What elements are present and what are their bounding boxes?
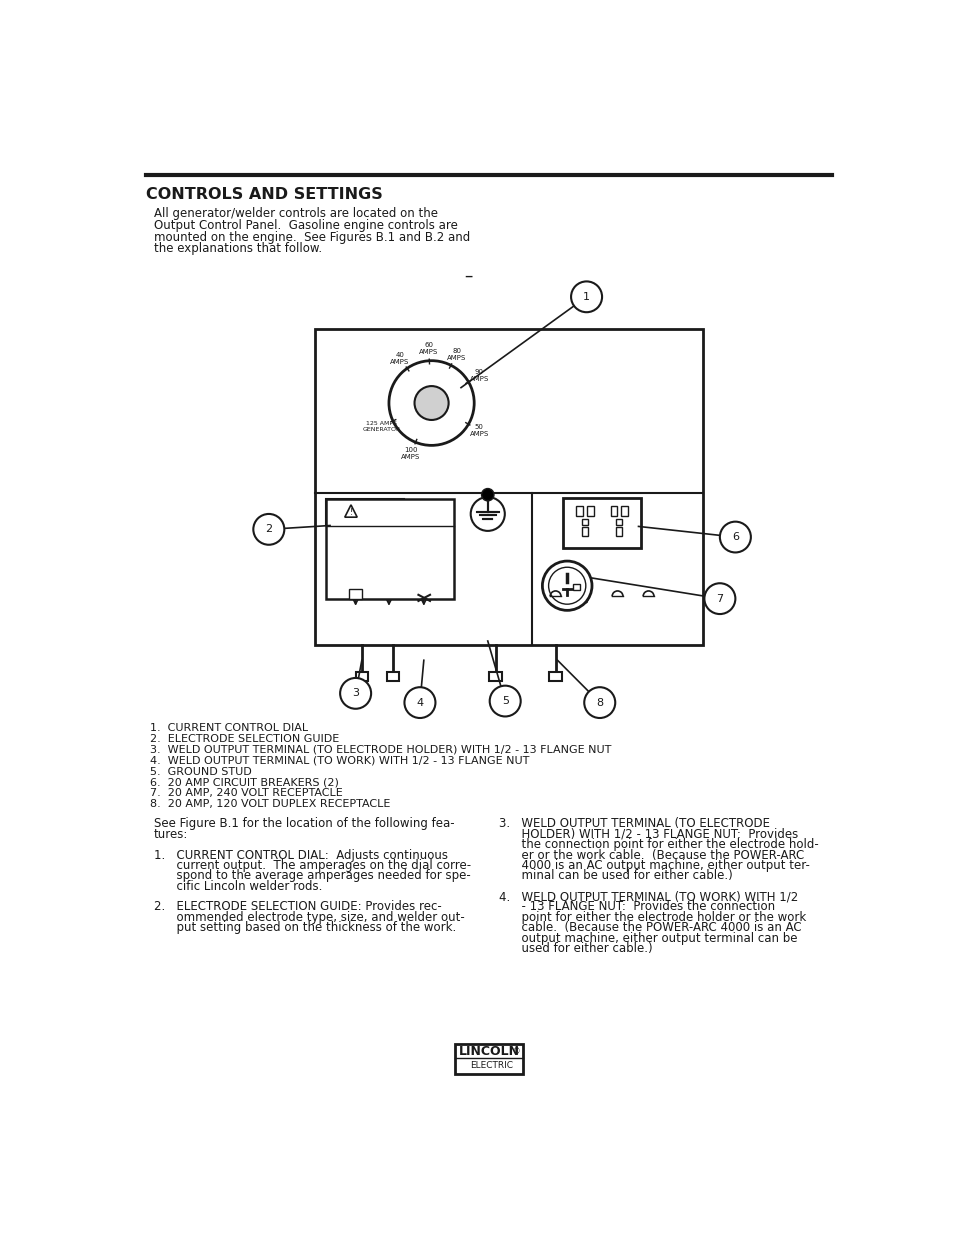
Text: !: !	[349, 508, 353, 517]
Text: 6: 6	[731, 532, 739, 542]
Text: 3.   WELD OUTPUT TERMINAL (TO ELECTRODE: 3. WELD OUTPUT TERMINAL (TO ELECTRODE	[498, 818, 769, 830]
Text: 40
AMPS: 40 AMPS	[390, 352, 409, 364]
Text: 4.  WELD OUTPUT TERMINAL (TO WORK) WITH 1/2 - 13 FLANGE NUT: 4. WELD OUTPUT TERMINAL (TO WORK) WITH 1…	[150, 756, 529, 766]
Bar	[576, 505, 582, 516]
Text: 5.  GROUND STUD: 5. GROUND STUD	[150, 767, 252, 777]
Text: 1.   CURRENT CONTROL DIAL:  Adjusts continuous: 1. CURRENT CONTROL DIAL: Adjusts continu…	[154, 848, 448, 862]
Circle shape	[703, 583, 735, 614]
Text: 2.   ELECTRODE SELECTION GUIDE: Provides rec-: 2. ELECTRODE SELECTION GUIDE: Provides r…	[154, 900, 441, 914]
Bar	[587, 505, 593, 516]
Text: All generator/welder controls are located on the: All generator/welder controls are locate…	[154, 207, 437, 221]
Bar	[455, 1045, 522, 1073]
Circle shape	[542, 561, 592, 610]
Text: 7.  20 AMP, 240 VOLT RECEPTACLE: 7. 20 AMP, 240 VOLT RECEPTACLE	[150, 788, 343, 798]
Circle shape	[340, 678, 371, 709]
Polygon shape	[344, 505, 356, 517]
Text: ommended electrode type, size, and welder out-: ommended electrode type, size, and welde…	[154, 911, 464, 924]
Text: point for either the electrode holder or the work: point for either the electrode holder or…	[498, 911, 805, 924]
Text: er or the work cable.  (Because the POWER-ARC: er or the work cable. (Because the POWER…	[498, 848, 803, 862]
Circle shape	[253, 514, 284, 545]
Bar	[386, 672, 398, 680]
Text: CONTROLS AND SETTINGS: CONTROLS AND SETTINGS	[146, 186, 383, 201]
Text: 50
AMPS: 50 AMPS	[469, 424, 488, 437]
Text: –: –	[463, 267, 472, 284]
Bar	[315, 330, 702, 645]
Text: the connection point for either the electrode hold-: the connection point for either the elec…	[498, 839, 818, 851]
Circle shape	[548, 567, 585, 604]
Bar	[581, 519, 587, 525]
Bar	[326, 499, 454, 599]
Text: 7: 7	[716, 594, 722, 604]
Bar	[620, 505, 627, 516]
Text: Output Control Panel.  Gasoline engine controls are: Output Control Panel. Gasoline engine co…	[154, 219, 457, 232]
Text: mounted on the engine.  See Figures B.1 and B.2 and: mounted on the engine. See Figures B.1 a…	[154, 231, 470, 243]
Bar	[349, 589, 361, 599]
Circle shape	[470, 496, 504, 531]
Circle shape	[415, 387, 448, 420]
Circle shape	[404, 687, 435, 718]
Circle shape	[583, 687, 615, 718]
Text: 80
AMPS: 80 AMPS	[446, 348, 466, 361]
Text: See Figure B.1 for the location of the following fea-: See Figure B.1 for the location of the f…	[154, 818, 455, 830]
Text: 2: 2	[265, 525, 273, 535]
Circle shape	[489, 685, 520, 716]
Bar	[610, 505, 617, 516]
Text: 2.  ELECTRODE SELECTION GUIDE: 2. ELECTRODE SELECTION GUIDE	[150, 734, 339, 745]
Circle shape	[720, 521, 750, 552]
Text: ELECTRIC: ELECTRIC	[470, 1061, 513, 1070]
Circle shape	[481, 489, 494, 501]
Text: minal can be used for either cable.): minal can be used for either cable.)	[498, 869, 732, 882]
Bar	[573, 584, 579, 590]
Text: the explanations that follow.: the explanations that follow.	[154, 242, 322, 256]
Bar	[355, 672, 368, 680]
Text: output machine, either output terminal can be: output machine, either output terminal c…	[498, 931, 797, 945]
Text: 90
AMPS: 90 AMPS	[469, 369, 488, 382]
Text: used for either cable.): used for either cable.)	[498, 942, 652, 955]
Text: spond to the average amperages needed for spe-: spond to the average amperages needed fo…	[154, 869, 471, 882]
Text: cific Lincoln welder rods.: cific Lincoln welder rods.	[154, 879, 322, 893]
Text: 1: 1	[582, 291, 590, 301]
Text: HOLDER) WITH 1/2 - 13 FLANGE NUT:  Provides: HOLDER) WITH 1/2 - 13 FLANGE NUT: Provid…	[498, 827, 798, 841]
Bar	[581, 527, 587, 536]
Text: - 13 FLANGE NUT:  Provides the connection: - 13 FLANGE NUT: Provides the connection	[498, 900, 774, 914]
Text: 60
AMPS: 60 AMPS	[418, 342, 437, 354]
Text: ®: ®	[513, 1047, 520, 1056]
Bar	[562, 498, 640, 547]
Text: LINCOLN: LINCOLN	[458, 1045, 518, 1058]
Text: 4.   WELD OUTPUT TERMINAL (TO WORK) WITH 1/2: 4. WELD OUTPUT TERMINAL (TO WORK) WITH 1…	[498, 890, 798, 903]
Text: 4: 4	[416, 698, 423, 708]
Text: tures:: tures:	[154, 827, 189, 841]
Bar	[616, 527, 621, 536]
Text: 125 AMPS
GENERATOR: 125 AMPS GENERATOR	[362, 421, 400, 431]
Bar	[616, 519, 621, 525]
Text: 100
AMPS: 100 AMPS	[401, 447, 420, 461]
Text: 8: 8	[596, 698, 602, 708]
Text: current output.  The amperages on the dial corre-: current output. The amperages on the dia…	[154, 858, 471, 872]
Text: 4000 is an AC output machine, either output ter-: 4000 is an AC output machine, either out…	[498, 858, 809, 872]
Text: 5: 5	[501, 697, 508, 706]
Circle shape	[571, 282, 601, 312]
Text: 6.  20 AMP CIRCUIT BREAKERS (2): 6. 20 AMP CIRCUIT BREAKERS (2)	[150, 777, 338, 787]
Text: put setting based on the thickness of the work.: put setting based on the thickness of th…	[154, 921, 456, 935]
Text: 1.  CURRENT CONTROL DIAL: 1. CURRENT CONTROL DIAL	[150, 724, 308, 734]
Circle shape	[389, 361, 474, 446]
Text: 3: 3	[352, 688, 358, 698]
Text: 3.  WELD OUTPUT TERMINAL (TO ELECTRODE HOLDER) WITH 1/2 - 13 FLANGE NUT: 3. WELD OUTPUT TERMINAL (TO ELECTRODE HO…	[150, 745, 611, 755]
Bar	[489, 672, 501, 680]
Text: cable.  (Because the POWER-ARC 4000 is an AC: cable. (Because the POWER-ARC 4000 is an…	[498, 921, 801, 935]
Text: 8.  20 AMP, 120 VOLT DUPLEX RECEPTACLE: 8. 20 AMP, 120 VOLT DUPLEX RECEPTACLE	[150, 799, 390, 809]
Bar	[326, 499, 403, 524]
Bar	[549, 672, 561, 680]
